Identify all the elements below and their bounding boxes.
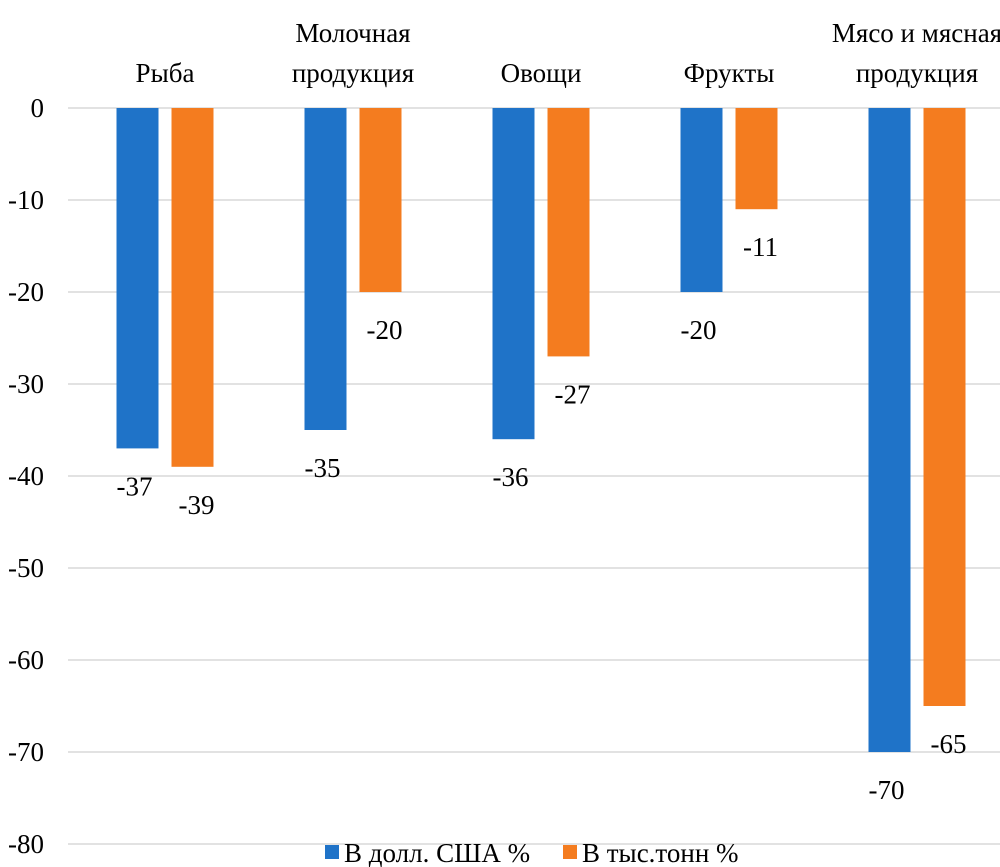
data-label: -70 xyxy=(869,775,905,805)
bar-series-1 xyxy=(680,108,723,292)
data-label: -39 xyxy=(179,490,215,520)
y-tick-label: -70 xyxy=(8,737,44,767)
data-label: -20 xyxy=(681,315,717,345)
bar-series-1 xyxy=(304,108,347,430)
bar-series-2 xyxy=(735,108,778,210)
bar-series-1 xyxy=(492,108,535,440)
legend: В долл. США % В тыс.тонн % xyxy=(325,838,739,867)
category-labels: Рыба Молочная продукция Овощи Фрукты Мясо и м… xyxy=(136,18,1000,88)
y-tick-label: -30 xyxy=(8,369,44,399)
y-tick-label: -10 xyxy=(8,185,44,215)
data-label: -11 xyxy=(743,232,778,262)
category-label: Молочная xyxy=(295,18,410,48)
data-label: -27 xyxy=(555,379,591,409)
bar-series-1 xyxy=(868,108,911,752)
data-label: -20 xyxy=(367,315,403,345)
legend-swatch xyxy=(563,845,577,859)
y-tick-label: -20 xyxy=(8,277,44,307)
bar-series-2 xyxy=(547,108,590,357)
bar-series-2 xyxy=(171,108,214,467)
category-label: Мясо и мясная xyxy=(832,18,1000,48)
y-tick-label: -50 xyxy=(8,553,44,583)
legend-label: В долл. США % xyxy=(344,838,530,867)
data-label: -37 xyxy=(117,471,153,501)
legend-label: В тыс.тонн % xyxy=(582,838,739,867)
category-label: Рыба xyxy=(136,58,195,88)
bar-series-2 xyxy=(359,108,402,292)
category-label: Фрукты xyxy=(684,58,775,88)
data-label: -35 xyxy=(305,453,341,483)
y-tick-label: -80 xyxy=(8,829,44,859)
bar-series-1 xyxy=(116,108,159,449)
category-label: продукция xyxy=(292,58,414,88)
y-axis-ticks: 0 -10 -20 -30 -40 -50 -60 -70 -80 xyxy=(8,93,44,859)
category-label: продукция xyxy=(856,58,978,88)
legend-swatch xyxy=(325,845,339,859)
data-label: -36 xyxy=(493,462,529,492)
bars xyxy=(116,108,966,752)
data-label: -65 xyxy=(931,729,967,759)
bar-series-2 xyxy=(923,108,966,706)
data-labels: -37 -35 -36 -20 -70 -39 -20 -27 -11 -65 xyxy=(117,232,967,805)
category-label: Овощи xyxy=(501,58,582,88)
y-tick-label: -60 xyxy=(8,645,44,675)
y-tick-label: 0 xyxy=(31,93,45,123)
y-tick-label: -40 xyxy=(8,461,44,491)
gridlines xyxy=(68,107,1000,845)
